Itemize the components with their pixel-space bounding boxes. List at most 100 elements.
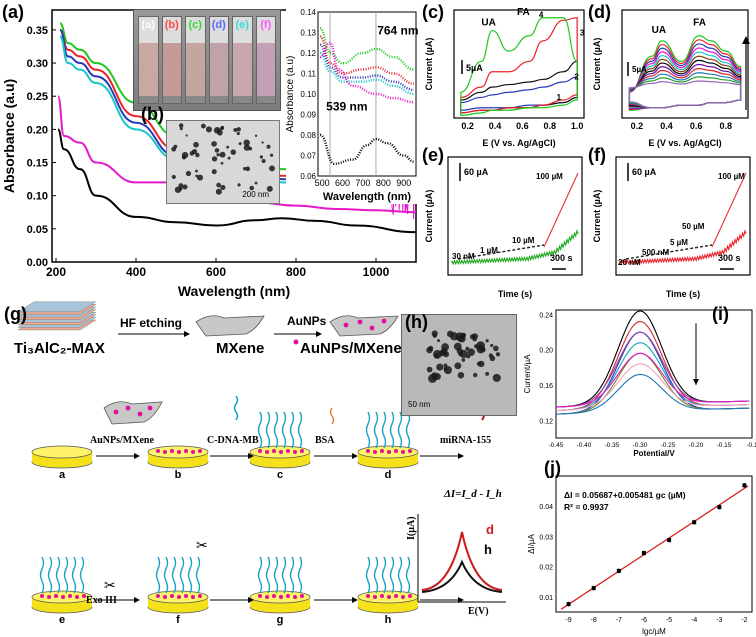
amp-fit-line-2 bbox=[712, 173, 746, 247]
curve-h-label: h bbox=[484, 542, 492, 557]
x-tick-label: -7 bbox=[616, 617, 622, 624]
curve-d-label: d bbox=[486, 522, 494, 537]
scalebar-y-label: 60 µA bbox=[464, 167, 489, 177]
particle bbox=[436, 364, 443, 371]
inset-y-tick: 0.10 bbox=[300, 90, 316, 99]
particle bbox=[470, 334, 475, 339]
y-axis-label: Absorbance (a.u) bbox=[1, 79, 17, 193]
electrode-particle bbox=[286, 449, 290, 453]
y-tick-label: 0.20 bbox=[539, 348, 553, 355]
particle bbox=[237, 183, 240, 186]
inset-y-tick: 0.08 bbox=[300, 131, 316, 140]
particle bbox=[467, 348, 475, 356]
particle bbox=[486, 339, 489, 342]
data-point bbox=[592, 586, 596, 590]
electrode-particle bbox=[279, 450, 283, 454]
electrode-particle bbox=[265, 450, 269, 454]
particle bbox=[171, 147, 176, 152]
electrode-particle bbox=[75, 595, 79, 599]
electrode-particle bbox=[177, 450, 181, 454]
electrode-particle bbox=[156, 594, 160, 598]
mxene-sheet bbox=[196, 316, 264, 336]
dna-strand bbox=[383, 412, 386, 448]
particle bbox=[444, 366, 452, 374]
y-tick-label: 0.25 bbox=[27, 91, 48, 103]
particle bbox=[211, 141, 217, 147]
electrode-particle bbox=[68, 594, 72, 598]
dna-strand bbox=[81, 557, 84, 593]
scalebar-label: 5µA bbox=[632, 65, 647, 74]
fit-r2: R² = 0.9937 bbox=[564, 502, 609, 512]
electrode-label: h bbox=[385, 614, 392, 626]
dna-strand bbox=[391, 557, 394, 593]
max-label: Ti₃AlC₂-MAX bbox=[14, 340, 105, 357]
vial-label: (a) bbox=[139, 19, 158, 31]
y-axis-label: Current (µA) bbox=[424, 38, 434, 91]
vial-label: (b) bbox=[163, 19, 182, 31]
particle bbox=[266, 145, 270, 149]
x-axis-label: lgc/µM bbox=[642, 627, 666, 636]
aunp-dot bbox=[370, 326, 375, 331]
vial-photo-inset: (a) (b) (c) (d) (e) (f) bbox=[133, 9, 281, 111]
conc-label: 100 µM bbox=[718, 172, 745, 181]
particle bbox=[426, 347, 433, 354]
aunp-dot bbox=[138, 412, 143, 417]
vial-label: (e) bbox=[233, 19, 252, 31]
x-tick-label: 600 bbox=[206, 265, 226, 279]
particle bbox=[490, 356, 496, 362]
data-point bbox=[617, 569, 621, 573]
electrode-particle bbox=[373, 450, 377, 454]
electrode-particle bbox=[61, 595, 65, 599]
particle bbox=[201, 124, 206, 129]
x-tick-label: -0.15 bbox=[717, 442, 732, 449]
particle bbox=[182, 155, 186, 159]
particle bbox=[239, 142, 242, 145]
chart-j: 0.01 0.02 0.03 0.04 -9 -8 -7 -6 -5 -4 -3 -2 lgc/µM ΔI… bbox=[524, 456, 756, 637]
particle bbox=[220, 127, 224, 131]
conc-label: 20 nM bbox=[618, 258, 641, 267]
x-tick-label: 0.2 bbox=[461, 121, 474, 131]
electrode-particle bbox=[387, 595, 391, 599]
chart-d: 0.2 0.4 0.6 0.8E (V vs. Ag/AgCl)Current (µA… bbox=[586, 0, 756, 150]
electrode-particle bbox=[380, 594, 384, 598]
aunp-dot bbox=[358, 320, 363, 325]
x-tick-label: 0.8 bbox=[544, 121, 557, 131]
particle bbox=[441, 343, 449, 351]
y-tick-label: 0.16 bbox=[539, 383, 553, 390]
reagent-bsa: BSA bbox=[315, 435, 334, 446]
scheme-arrow-head bbox=[352, 453, 358, 459]
dna-strand bbox=[73, 557, 76, 593]
x-tick-label: -0.45 bbox=[549, 442, 564, 449]
electrode-particle bbox=[54, 594, 58, 598]
aunp-dot bbox=[148, 406, 153, 411]
particle bbox=[193, 142, 199, 148]
data-point bbox=[717, 505, 721, 509]
electrode-particle bbox=[40, 594, 44, 598]
y-tick-label: 0.01 bbox=[539, 595, 553, 602]
x-tick-label: 0.4 bbox=[489, 121, 502, 131]
electrode-particle bbox=[191, 450, 195, 454]
x-tick-label: -0.20 bbox=[689, 442, 704, 449]
x-tick-label: -0.1 bbox=[746, 442, 756, 449]
aunp-dot bbox=[382, 319, 387, 324]
trend-arrow-head bbox=[742, 36, 750, 44]
electrode-particle bbox=[272, 449, 276, 453]
reagent-aunps-mxene: AuNPs/MXene bbox=[90, 435, 154, 446]
dna-strand bbox=[367, 412, 370, 448]
particle bbox=[220, 152, 226, 158]
electrode-particle bbox=[191, 595, 195, 599]
arrow-1-head bbox=[184, 331, 190, 337]
label-i: (i) bbox=[712, 304, 729, 325]
vial-3: (d) bbox=[209, 16, 230, 104]
annot-ua: UA bbox=[652, 25, 666, 36]
particle bbox=[216, 189, 222, 195]
dna-strand bbox=[65, 557, 68, 593]
dna-strand bbox=[165, 557, 168, 593]
data-point bbox=[667, 538, 671, 542]
panel-h: 50 nm (h) bbox=[399, 300, 519, 420]
y-tick-label: 0.03 bbox=[539, 534, 553, 541]
particle bbox=[244, 144, 250, 150]
aunp-dot bbox=[114, 410, 119, 415]
scalebar-x-label: 300 s bbox=[718, 253, 741, 263]
electrode-particle bbox=[184, 594, 188, 598]
